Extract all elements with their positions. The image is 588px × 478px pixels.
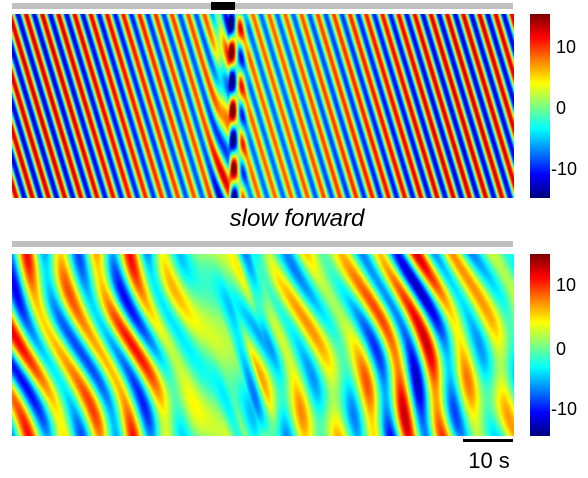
top-condition-bar: [12, 3, 513, 9]
stimulus-marker: [211, 2, 235, 10]
top-colorbar: [530, 14, 550, 198]
top-heatmap: [12, 14, 514, 198]
top-colorbar-tick-10: 10: [556, 37, 577, 57]
bottom-colorbar-tick-10: 10: [556, 275, 577, 295]
top-colorbar-tick-0: 0: [556, 98, 567, 118]
bottom-colorbar-tick-neg10: -10: [551, 399, 578, 419]
bottom-heatmap: [12, 254, 514, 436]
bottom-colorbar-tick-0: 0: [556, 339, 567, 359]
time-scale-bar: [463, 439, 513, 442]
panel-title: slow forward: [229, 205, 365, 232]
top-colorbar-tick-neg10: -10: [551, 159, 578, 179]
bottom-condition-bar: [12, 241, 513, 247]
bottom-colorbar: [530, 254, 550, 436]
time-scale-label: 10 s: [468, 448, 510, 473]
